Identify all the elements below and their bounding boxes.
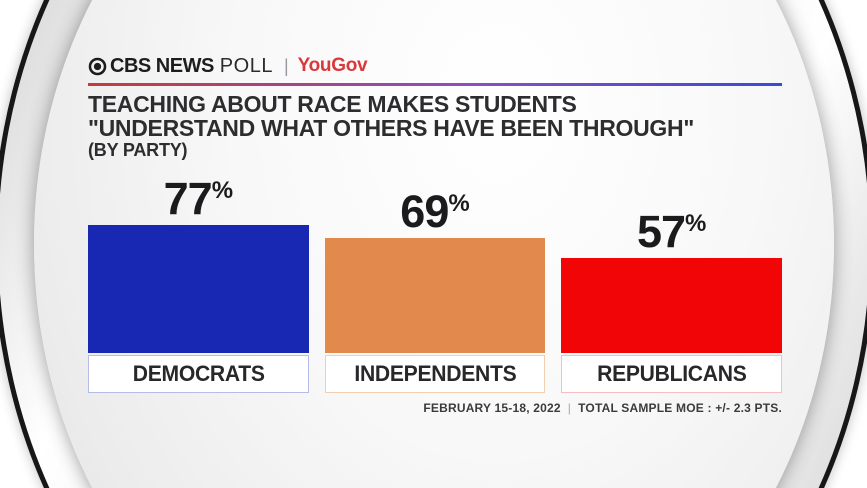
category-box-democrats: DEMOCRATS xyxy=(88,355,309,393)
source-note: FEBRUARY 15-18, 2022 | TOTAL SAMPLE MOE : … xyxy=(88,401,782,415)
bar-value-democrats: 77% xyxy=(88,168,309,221)
category-label-independents: INDEPENDENTS xyxy=(354,361,517,386)
moe-note: TOTAL SAMPLE MOE : +/- 2.3 PTS. xyxy=(578,401,782,415)
yougov-logo: YouGov xyxy=(297,55,368,76)
value-number: 77 xyxy=(163,173,213,224)
poll-date: FEBRUARY 15-18, 2022 xyxy=(423,401,561,415)
cbs-news-logo: CBS NEWS xyxy=(110,54,214,77)
bar-group-democrats: 77% DEMOCRATS xyxy=(88,168,309,393)
bar-independents xyxy=(324,238,546,353)
category-box-republicans: REPUBLICANS xyxy=(561,355,783,393)
percent-sign: % xyxy=(211,177,234,204)
bar-group-republicans: 57% REPUBLICANS xyxy=(561,201,783,393)
brand-header: CBS NEWS POLL | YouGov xyxy=(88,54,782,78)
percent-sign: % xyxy=(448,190,470,217)
bar-chart: 77% DEMOCRATS 69% INDEPENDENTS 57% REPUB… xyxy=(88,168,783,393)
bar-value-independents: 69% xyxy=(325,181,546,234)
content-area: CBS NEWS POLL | YouGov TEACHING ABOUT RA… xyxy=(88,54,783,415)
title-line-2: "UNDERSTAND WHAT OTHERS HAVE BEEN THROUG… xyxy=(88,115,694,141)
brand-divider: | xyxy=(283,55,289,76)
title-line-1: TEACHING ABOUT RACE MAKES STUDENTS xyxy=(88,91,577,117)
chart-title: TEACHING ABOUT RACE MAKES STUDENTS "UNDE… xyxy=(88,92,782,160)
bar-republicans xyxy=(561,258,783,353)
category-label-republicans: REPUBLICANS xyxy=(596,361,747,386)
footer-divider: | xyxy=(567,401,572,415)
category-box-independents: INDEPENDENTS xyxy=(324,355,546,393)
bar-group-independents: 69% INDEPENDENTS xyxy=(324,181,546,393)
value-number: 57 xyxy=(636,206,686,257)
title-line-3: (BY PARTY) xyxy=(88,140,188,160)
value-number: 69 xyxy=(400,186,449,237)
accent-rule xyxy=(88,83,782,86)
percent-sign: % xyxy=(685,210,707,237)
bar-democrats xyxy=(88,225,309,353)
bar-value-republicans: 57% xyxy=(561,201,782,254)
poll-label: POLL xyxy=(219,54,273,77)
category-label-democrats: DEMOCRATS xyxy=(132,361,265,386)
cbs-eye-icon xyxy=(88,57,107,75)
